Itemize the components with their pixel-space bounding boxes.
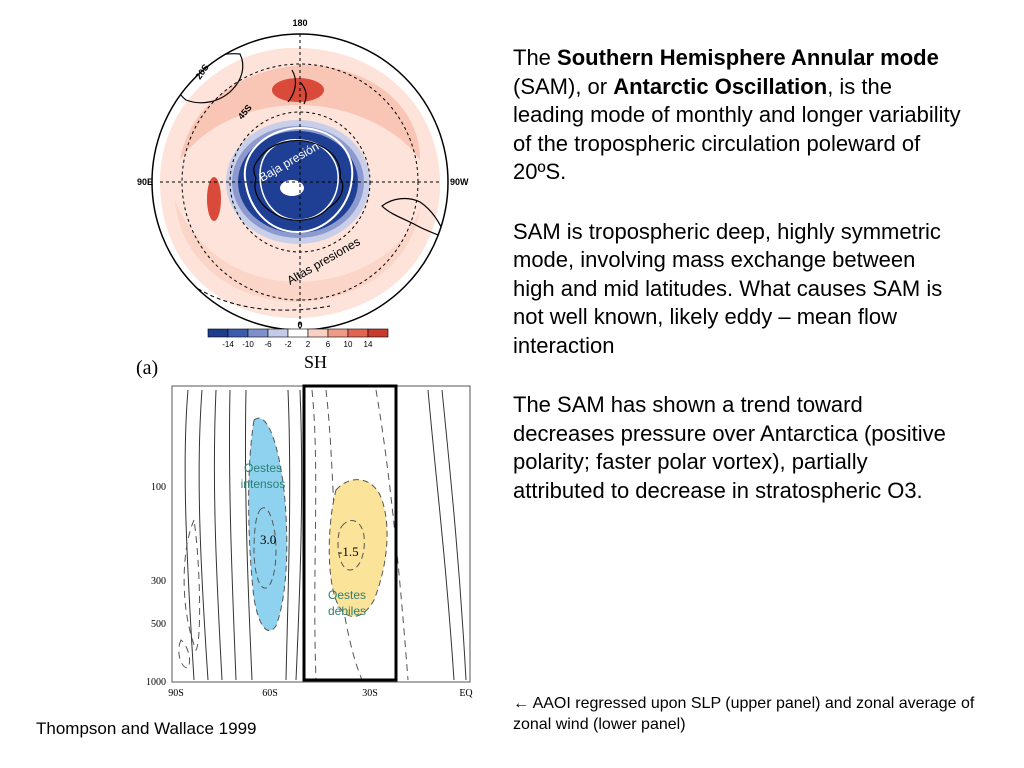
figure-note-text: AAOI regressed upon SLP (upper panel) an… [513,695,975,733]
x-tick-eq: EQ [459,688,473,699]
colorbar-tick-label: -10 [242,340,254,349]
colorbar-tick-label: 10 [344,340,353,349]
weak-westerlies-label-2: débiles [328,604,366,618]
panel-label: (a) [136,357,158,379]
x-tick-30s: 30S [362,688,378,699]
colorbar-tick-label: -6 [264,340,272,349]
y-tick-500: 500 [151,619,166,630]
colorbar-swatch [327,328,349,338]
lon-label-0: 0 [297,320,302,330]
p1-part3: , is the leading mode of monthly and lon… [513,73,961,185]
colorbar-swatch [347,328,369,338]
colorbar-tick-label: 6 [326,340,331,349]
lon-label-90w: 90W [450,177,469,187]
lon-label-180: 180 [292,18,307,28]
strong-westerlies-region [248,417,288,632]
p1-part1: The [513,45,558,70]
strong-value-label: 3.0 [260,532,276,547]
colorbar-swatch [367,328,389,338]
region-label: SH [304,352,327,372]
colorbar-swatch [227,328,249,338]
colorbar: -14 -10 -6 -2 2 6 10 14 [207,328,389,349]
colorbar-swatch [307,328,329,338]
colorbar-tick-label: -14 [222,340,234,349]
y-tick-300: 300 [151,576,166,587]
weak-westerlies-region [328,479,388,617]
colorbar-swatch [247,328,269,338]
left-arrow-icon: ← [513,695,529,712]
antarctica-coastline [253,139,344,221]
lon-label-90e: 90E [137,177,153,187]
colorbar-tick-label: 14 [364,340,373,349]
y-tick-100: 100 [151,482,166,493]
colorbar-swatch [287,328,309,338]
term-aao: Antarctic Oscillation [613,73,828,99]
strong-westerlies-label-2: intensos [241,477,286,491]
colorbar-swatch [267,328,289,338]
high-pressure-cell-pacific [272,78,324,102]
sam-slp-map: 180 0 90E 90W 20S 45S Baja presión Altas… [137,18,469,331]
term-sam: Southern Hemisphere Annular mode [557,45,939,70]
citation: Thompson and Wallace 1999 [36,719,257,738]
description-text: The Southern Hemisphere Annular mode (SA… [513,44,963,536]
weak-value-label: -1.5 [338,544,359,559]
figure-note: ← AAOI regressed upon SLP (upper panel) … [513,694,983,735]
x-tick-60s: 60S [262,688,278,699]
high-pressure-cell-indian [207,177,221,221]
paragraph-trend: The SAM has shown a trend toward decreas… [513,392,946,503]
x-tick-90s: 90S [168,688,184,699]
y-tick-1000: 1000 [146,677,166,688]
paragraph-definition: The Southern Hemisphere Annular mode (SA… [513,44,963,187]
colorbar-swatch [207,328,229,338]
colorbar-tick-label: 2 [306,340,311,349]
p1-part2: (SAM), or [513,73,614,99]
colorbar-tick-label: -2 [284,340,292,349]
paragraph-structure: SAM is tropospheric deep, highly symmetr… [513,218,943,358]
weak-westerlies-label-1: Oestes [328,588,366,602]
new-zealand-coastline [287,69,307,105]
highlight-box [302,384,398,682]
plot-frame [171,385,471,683]
zonal-wind-panel: (a) SH 3.0 -1.5 Oestes intensos Oestes d… [136,352,473,699]
strong-westerlies-label-1: Oestes [244,461,282,475]
